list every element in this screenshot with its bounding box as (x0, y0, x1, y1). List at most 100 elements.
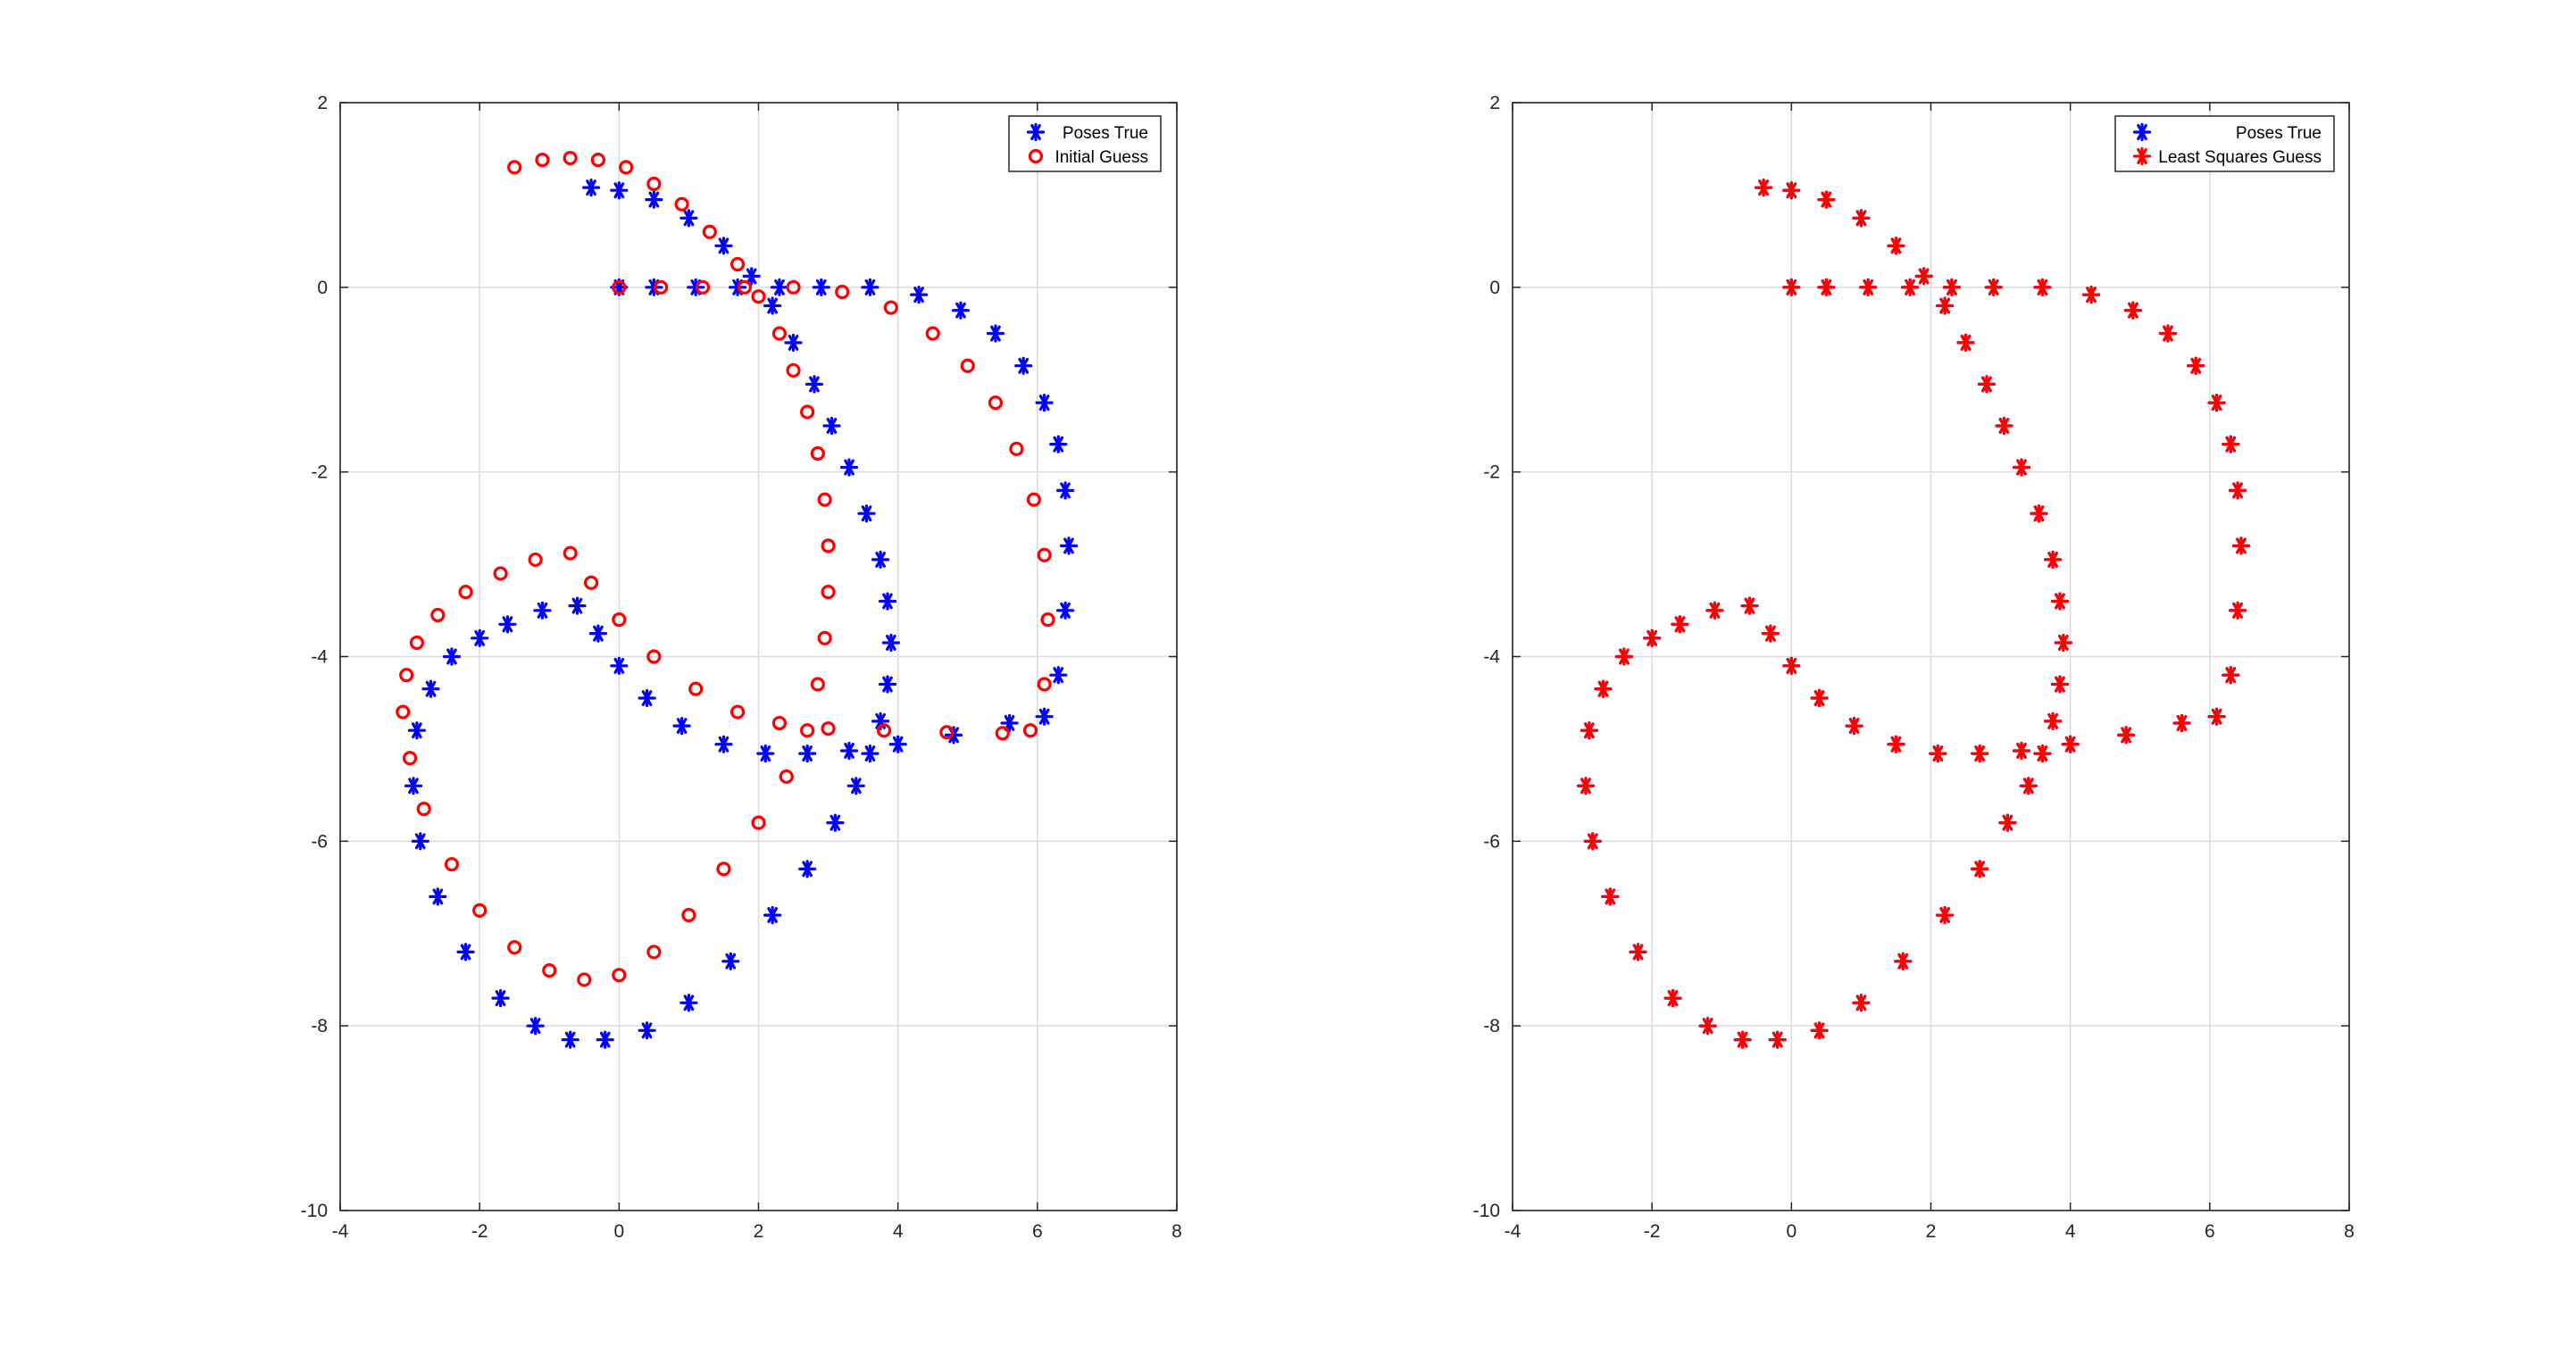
data-point (751, 289, 766, 304)
data-point (1580, 721, 1598, 740)
data-point (1956, 333, 1975, 352)
x-tick-label: 8 (2344, 1221, 2355, 1242)
data-point (800, 723, 815, 738)
data-point (568, 596, 587, 615)
data-point (716, 861, 731, 877)
y-tick-label: 2 (317, 93, 328, 113)
data-point (1984, 278, 2003, 296)
data-point (988, 395, 1004, 411)
data-point (2229, 481, 2247, 500)
data-point (561, 1030, 579, 1049)
data-point (2222, 435, 2240, 453)
data-point (1056, 601, 1075, 620)
plot-panel-2: -4 -2 0 2 4 6 8 2 0 -2 -4 -6 -8 -10 Poses True Least Sq… (1473, 93, 2355, 1242)
data-point (1035, 707, 1054, 726)
data-point (2117, 726, 2136, 745)
data-point (871, 711, 890, 730)
data-point (1782, 181, 1801, 200)
legend-marker (2132, 146, 2152, 166)
data-point (688, 681, 704, 696)
data-point (729, 704, 746, 720)
data-point (1859, 278, 1878, 296)
data-point (416, 802, 431, 817)
x-tick-label: -4 (1505, 1221, 1521, 1242)
data-point (1768, 1030, 1787, 1049)
data-point (1022, 723, 1038, 738)
data-point (411, 832, 429, 851)
data-point (1601, 887, 1620, 906)
data-point (1755, 179, 1773, 197)
y-tick-label: -6 (311, 831, 328, 852)
data-point (654, 279, 669, 295)
data-point (582, 179, 601, 197)
data-point (800, 404, 815, 420)
data-point (533, 601, 552, 620)
data-point (1852, 209, 1871, 228)
data-point (421, 679, 440, 698)
data-point (1971, 860, 1989, 878)
data-point (526, 1017, 545, 1036)
data-point (835, 284, 850, 300)
data-point (1936, 296, 1955, 315)
data-point (846, 777, 865, 795)
x-tick-label: 0 (613, 1221, 624, 1242)
x-tick-label: 6 (1032, 1221, 1043, 1242)
data-point (610, 656, 629, 675)
data-point (612, 612, 627, 628)
data-point (577, 972, 592, 987)
data-point (1056, 481, 1075, 500)
y-tick-label: -2 (1483, 462, 1500, 483)
data-point (2012, 458, 2031, 477)
data-point (810, 677, 825, 692)
x-tick-label: 0 (1786, 1221, 1797, 1242)
data-point (888, 735, 907, 753)
data-point (2231, 537, 2251, 555)
data-point (876, 723, 892, 738)
data-point (763, 296, 782, 315)
data-point (1817, 190, 1836, 209)
data-point (1942, 278, 1961, 296)
y-tick-label: -4 (311, 647, 328, 668)
data-point (1901, 278, 1920, 296)
data-point (491, 989, 510, 1008)
data-point (672, 717, 691, 736)
data-point (1026, 492, 1042, 507)
data-point (1852, 994, 1871, 1012)
data-point (2229, 601, 2247, 620)
legend-marker (2132, 122, 2152, 142)
data-point (1663, 989, 1682, 1008)
x-tick-label: -4 (332, 1221, 349, 1242)
series-1-markers (404, 179, 1079, 1049)
data-point (493, 566, 508, 581)
data-point (2019, 777, 2038, 795)
data-point (817, 492, 832, 507)
data-point (804, 375, 824, 394)
data-point (812, 278, 830, 296)
data-point (1059, 537, 1079, 555)
data-point (404, 777, 423, 795)
data-point (498, 615, 517, 634)
data-point (2012, 741, 2031, 761)
data-point (1000, 713, 1019, 733)
x-tick-label: 8 (1171, 1221, 1182, 1242)
legend-marker (1028, 148, 1044, 164)
data-point (563, 150, 578, 166)
data-point (1810, 1021, 1829, 1040)
data-point (583, 575, 599, 590)
x-tick-label: -2 (1644, 1221, 1661, 1242)
data-point (881, 633, 900, 653)
data-point (396, 704, 411, 720)
data-point (810, 445, 825, 462)
y-tick-label: -10 (1473, 1201, 1500, 1221)
data-point (1698, 1017, 1717, 1036)
data-point (1049, 435, 1068, 453)
data-point (714, 735, 733, 753)
data-point (2044, 550, 2063, 569)
data-point (399, 668, 414, 683)
data-point (1614, 647, 1633, 666)
data-point (821, 585, 836, 600)
data-point (2030, 504, 2048, 523)
data-point (771, 326, 788, 341)
data-point (822, 416, 841, 436)
data-point (588, 624, 607, 643)
